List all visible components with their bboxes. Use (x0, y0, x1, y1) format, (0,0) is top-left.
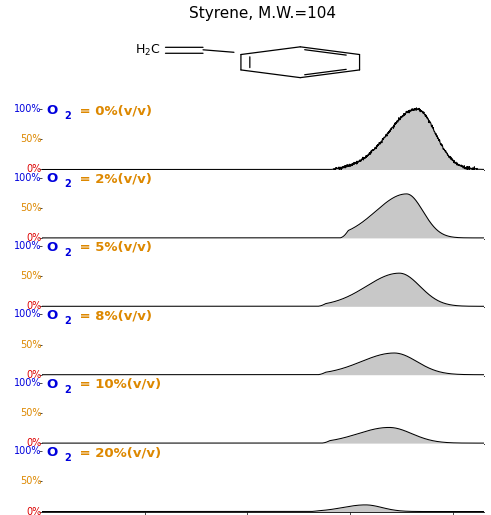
Text: 2: 2 (65, 385, 72, 394)
Text: 50%: 50% (20, 408, 41, 418)
Text: 2: 2 (65, 248, 72, 258)
Text: = 0%(v/v): = 0%(v/v) (75, 104, 152, 117)
Text: 2: 2 (65, 111, 72, 121)
Text: 0%: 0% (26, 301, 41, 311)
Text: 0%: 0% (26, 507, 41, 515)
Text: = 10%(v/v): = 10%(v/v) (75, 377, 161, 391)
Text: H$_2$C: H$_2$C (136, 43, 161, 58)
Text: O: O (46, 446, 57, 459)
Text: = 20%(v/v): = 20%(v/v) (75, 446, 161, 459)
Text: 0%: 0% (26, 370, 41, 380)
Text: O: O (46, 241, 57, 254)
Text: 50%: 50% (20, 476, 41, 486)
Text: 100%: 100% (14, 173, 41, 183)
Text: 2: 2 (65, 179, 72, 190)
Text: 0%: 0% (26, 438, 41, 448)
Text: 50%: 50% (20, 271, 41, 281)
Text: O: O (46, 104, 57, 117)
Text: = 5%(v/v): = 5%(v/v) (75, 241, 152, 254)
Text: Styrene, M.W.=104: Styrene, M.W.=104 (189, 6, 336, 21)
Text: O: O (46, 377, 57, 391)
Text: 100%: 100% (14, 310, 41, 319)
Text: 50%: 50% (20, 134, 41, 144)
Text: = 8%(v/v): = 8%(v/v) (75, 310, 152, 322)
Text: 0%: 0% (26, 233, 41, 243)
Text: O: O (46, 310, 57, 322)
Text: 100%: 100% (14, 378, 41, 388)
Text: O: O (46, 173, 57, 185)
Text: 100%: 100% (14, 447, 41, 456)
Text: 100%: 100% (14, 104, 41, 114)
Text: 50%: 50% (20, 339, 41, 350)
Text: 50%: 50% (20, 203, 41, 213)
Text: 100%: 100% (14, 241, 41, 251)
Text: = 2%(v/v): = 2%(v/v) (75, 173, 152, 185)
Text: 0%: 0% (26, 164, 41, 175)
Text: 2: 2 (65, 453, 72, 463)
Text: 2: 2 (65, 316, 72, 326)
